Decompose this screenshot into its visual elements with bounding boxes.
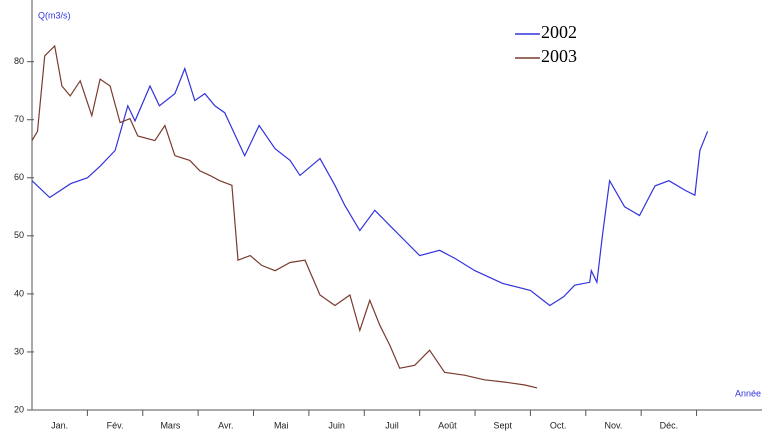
y-tick-label: 20	[14, 404, 24, 414]
y-tick-label: 80	[14, 56, 24, 66]
x-tick-label: Juin	[328, 420, 345, 430]
series-line	[31, 44, 538, 389]
x-tick-label: Nov.	[605, 420, 623, 430]
y-tick-label: 70	[14, 114, 24, 124]
x-tick-label: Mars	[160, 420, 180, 430]
x-tick-label: Déc.	[660, 420, 679, 430]
x-tick-label: Août	[438, 420, 457, 430]
y-tick-label: 60	[14, 172, 24, 182]
legend-label: 2002	[541, 22, 577, 42]
series-line	[31, 66, 709, 307]
x-tick-label: Avr.	[218, 420, 233, 430]
x-tick-label: Oct.	[550, 420, 567, 430]
x-tick-label: Mai	[274, 420, 289, 430]
x-tick-label: Jan.	[51, 420, 68, 430]
y-tick-label: 30	[14, 346, 24, 356]
y-axis-label: Q(m3/s)	[38, 10, 71, 20]
x-axis-label: Année	[735, 388, 761, 398]
x-tick-label: Juil	[385, 420, 399, 430]
y-tick-label: 50	[14, 230, 24, 240]
legend-label: 2003	[541, 46, 577, 66]
x-tick-label: Sept	[493, 420, 512, 430]
y-tick-label: 40	[14, 288, 24, 298]
x-tick-label: Fév.	[107, 420, 124, 430]
